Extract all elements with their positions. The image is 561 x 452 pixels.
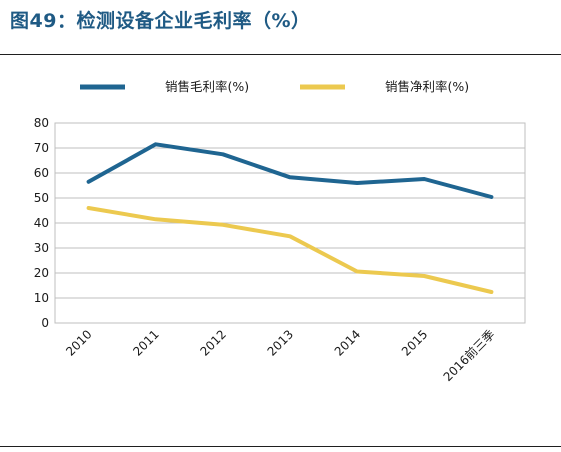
legend: 销售毛利率(%) 销售净利率(%) [80,79,469,94]
top-rule [0,54,561,55]
y-tick-label: 70 [34,141,49,155]
page-title: 图49：检测设备企业毛利率（%） [10,10,311,32]
x-tick-label: 2012 [197,327,228,358]
y-tick-label: 40 [34,216,49,230]
y-tick-label: 20 [34,266,49,280]
x-tick-label: 2013 [265,327,296,358]
x-tick-label: 2015 [399,327,430,358]
y-tick-label: 10 [34,291,49,305]
x-tick-label: 2016前三季 [440,327,498,385]
x-axis-ticks: 2010 2011 2012 2013 2014 2015 2016前三季 [63,327,497,385]
series-lines [86,142,494,294]
grid-lines [55,122,525,299]
bottom-rule [0,446,561,447]
legend-label-0: 销售毛利率(%) [165,79,249,94]
plot-frame [54,122,526,324]
y-tick-label: 30 [34,241,49,255]
y-tick-label: 0 [41,316,49,330]
x-tick-label: 2011 [130,327,161,358]
x-tick-label: 2010 [63,327,94,358]
series-line-0 [86,142,494,199]
y-tick-label: 80 [34,116,49,130]
y-tick-label: 50 [34,191,49,205]
y-axis-ticks: 0 10 20 30 40 50 60 70 80 [34,116,49,330]
series-line-1 [86,206,494,294]
x-tick-label: 2014 [332,327,363,358]
legend-label-1: 销售净利率(%) [385,79,469,94]
y-tick-label: 60 [34,166,49,180]
